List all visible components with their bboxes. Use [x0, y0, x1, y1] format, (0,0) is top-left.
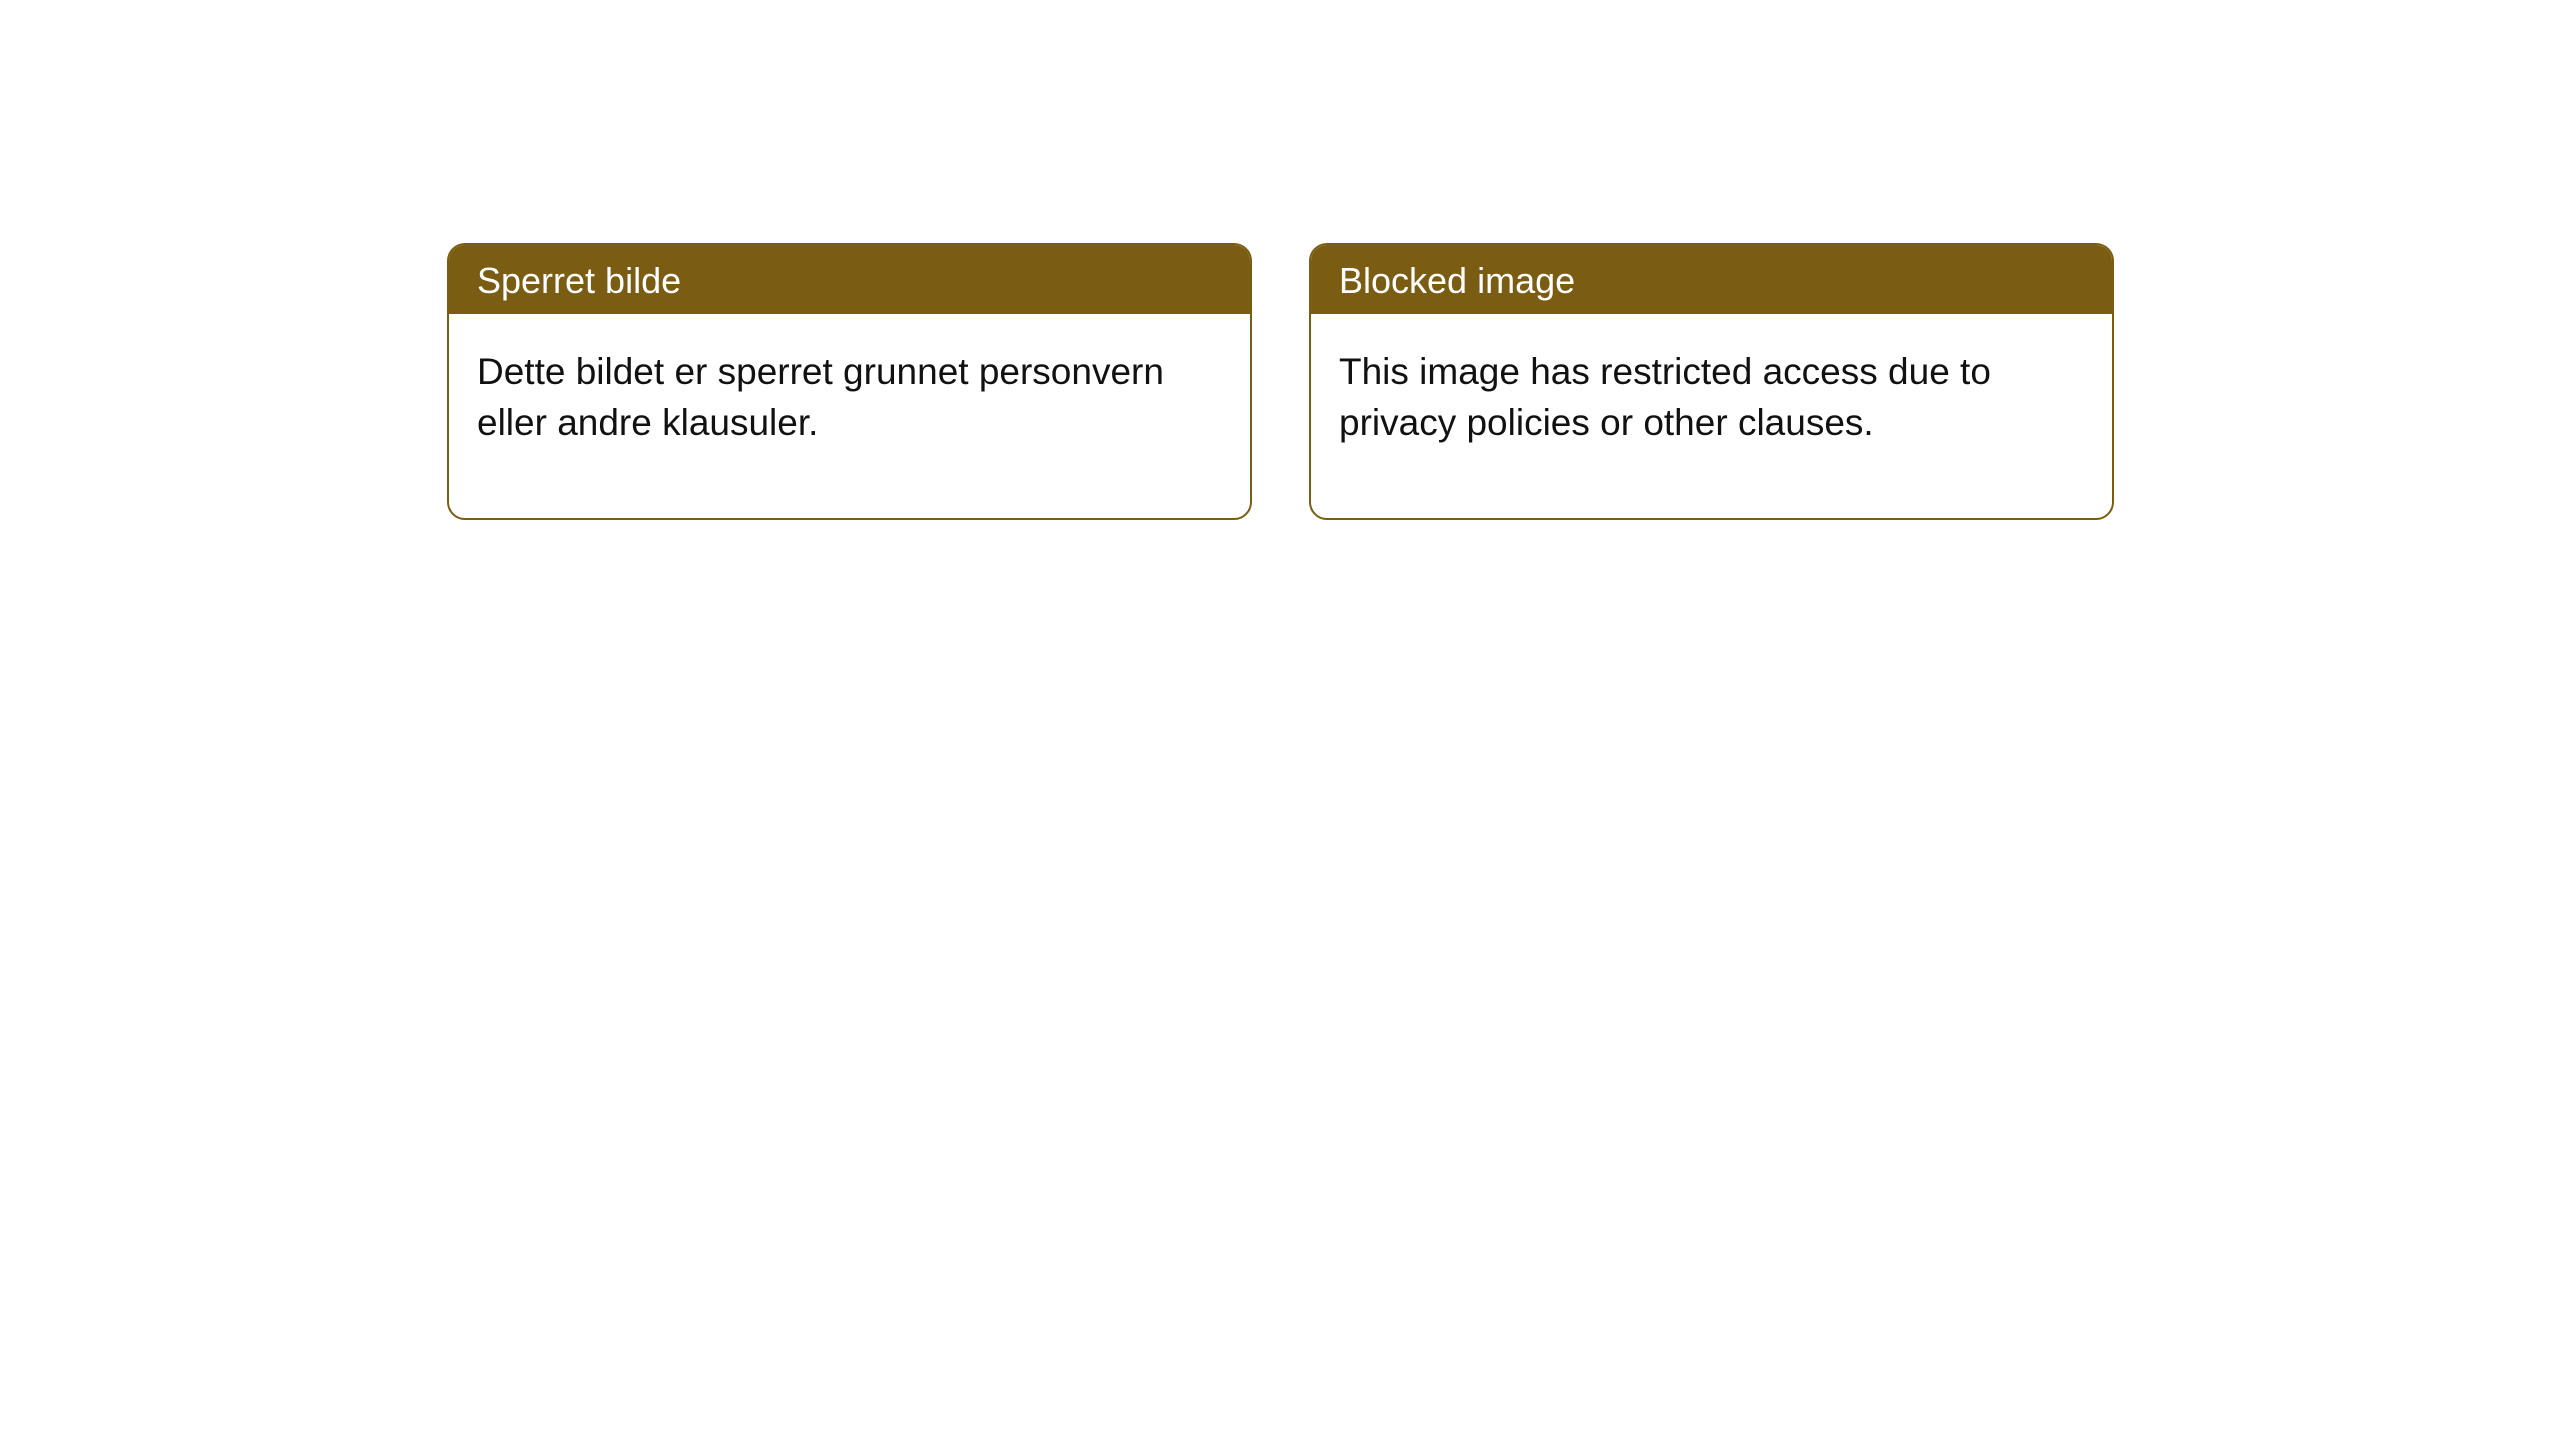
- notice-title: Blocked image: [1311, 245, 2112, 314]
- notice-title: Sperret bilde: [449, 245, 1250, 314]
- notice-body-text: Dette bildet er sperret grunnet personve…: [449, 314, 1250, 518]
- notice-container: Sperret bilde Dette bildet er sperret gr…: [447, 243, 2114, 520]
- notice-body-text: This image has restricted access due to …: [1311, 314, 2112, 518]
- notice-card-norwegian: Sperret bilde Dette bildet er sperret gr…: [447, 243, 1252, 520]
- notice-card-english: Blocked image This image has restricted …: [1309, 243, 2114, 520]
